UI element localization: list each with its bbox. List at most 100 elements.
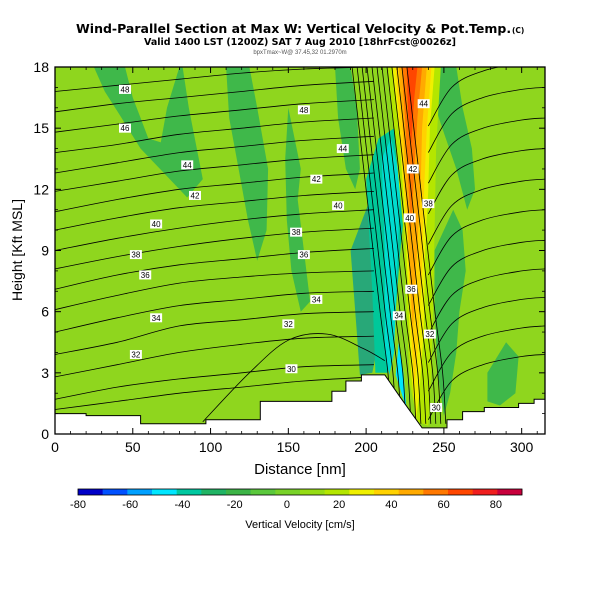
potential-temperature-contours — [55, 67, 545, 424]
colorbar-swatch-10 — [324, 489, 350, 495]
contour-label-bg-22 — [405, 284, 418, 294]
isentrope-west-2 — [55, 335, 374, 378]
colorbar-swatch-17 — [497, 489, 523, 495]
contour-label-0: 48 — [121, 85, 130, 94]
isentrope-west-11 — [55, 154, 374, 192]
contour-label-19: 42 — [408, 165, 417, 174]
contour-label-bg-23 — [392, 311, 405, 321]
contour-label-bg-9 — [297, 105, 310, 115]
contour-label-bg-19 — [406, 164, 419, 174]
contour-label-6: 36 — [141, 271, 150, 280]
contour-label-bg-3 — [189, 190, 201, 200]
downdraft-west — [226, 67, 269, 261]
colorbar-swatch-3 — [152, 489, 177, 495]
x-tick-label-1: 50 — [125, 439, 141, 455]
contour-label-bg-7 — [150, 313, 163, 323]
isentrope-steep-6 — [381, 67, 422, 424]
colorbar-swatch-7 — [250, 489, 276, 495]
isentrope-west-3 — [55, 311, 374, 355]
isentrope-west-5 — [55, 270, 374, 310]
isentrope-west-4 — [55, 290, 374, 333]
isentrope-steep-8 — [391, 67, 432, 424]
contour-label-21: 38 — [424, 200, 433, 209]
x-tick-label-4: 200 — [354, 439, 378, 455]
isentrope-east-6 — [427, 178, 545, 245]
colorbar-tick-label-5: 20 — [333, 499, 345, 511]
contour-label-12: 40 — [334, 202, 343, 211]
isentrope-steep-11 — [406, 67, 447, 424]
contour-label-11: 42 — [312, 175, 321, 184]
isentrope-west-1 — [55, 364, 374, 400]
isentrope-30 — [202, 333, 385, 423]
downdraft-core-bottom — [395, 342, 407, 410]
colorbar-tick-label-2: -40 — [175, 499, 191, 511]
contour-label-bg-20 — [403, 213, 416, 223]
colorbar-swatch-12 — [374, 489, 399, 495]
colorbar-swatch-8 — [275, 489, 301, 495]
contour-labels: 48 46 44 42 40 38 36 34 32 48 44 42 40 38 36 34 32 30 44 42… — [119, 84, 443, 412]
colorbar-swatch-9 — [300, 489, 325, 495]
isentrope-west-0 — [55, 376, 374, 410]
isentrope-west-16 — [55, 67, 374, 92]
contour-label-2: 44 — [183, 161, 192, 170]
colorbar-swatch-5 — [201, 489, 227, 495]
isentrope-east-10 — [427, 67, 501, 127]
y-tick-label-6: 18 — [33, 59, 49, 75]
isentrope-steep-1 — [356, 67, 397, 424]
colorbar-tick-label-4: 0 — [284, 499, 290, 511]
contour-label-bg-0 — [119, 84, 131, 94]
colorbar-swatch-14 — [423, 489, 449, 495]
colorbar: -80 -60 -40 -20 0 20 40 60 80 — [70, 488, 523, 511]
isentrope-steep-5 — [376, 67, 417, 424]
downdraft-center — [285, 107, 311, 312]
isentrope-east-8 — [427, 117, 545, 184]
isentrope-steep-2 — [361, 67, 402, 424]
contour-label-bg-14 — [297, 250, 310, 260]
x-tick-label-5: 250 — [432, 439, 456, 455]
contour-label-24: 32 — [425, 330, 434, 339]
isentrope-west-8 — [55, 209, 374, 251]
contour-label-5: 38 — [131, 251, 140, 260]
contour-label-bg-18 — [417, 99, 430, 109]
y-tick-label-3: 9 — [41, 243, 49, 259]
y-tick-label-4: 12 — [33, 181, 49, 197]
plot-area — [55, 67, 545, 434]
x-axis-label: Distance [nm] — [254, 461, 346, 478]
y-axis-label: Height [Kft MSL] — [9, 199, 25, 301]
isentrope-east-2 — [427, 297, 545, 363]
colorbar-tick-label-6: 40 — [385, 499, 397, 511]
isentrope-west-14 — [55, 99, 374, 133]
colorbar-swatch-11 — [349, 489, 375, 495]
isentrope-east-5 — [427, 209, 545, 276]
contour-label-25: 30 — [432, 403, 441, 412]
isentrope-west-7 — [55, 227, 374, 270]
colorbar-swatch-4 — [176, 489, 202, 495]
contour-label-bg-1 — [119, 123, 131, 133]
contour-label-20: 40 — [405, 214, 414, 223]
chart-title-mark: (C) — [512, 26, 524, 35]
y-tick-label-5: 15 — [33, 120, 49, 136]
x-tick-label-2: 100 — [199, 439, 223, 455]
contour-label-15: 34 — [312, 295, 321, 304]
contour-label-bg-17 — [285, 364, 298, 374]
contour-label-23: 34 — [394, 312, 403, 321]
contour-label-14: 36 — [299, 251, 308, 260]
colorbar-tick-label-1: -60 — [122, 499, 138, 511]
contour-label-bg-5 — [129, 250, 142, 260]
contour-label-10: 44 — [338, 145, 347, 154]
isentrope-west-12 — [55, 135, 374, 174]
colorbar-tick-label-0: -80 — [70, 499, 86, 511]
contour-label-bg-12 — [332, 201, 345, 211]
y-tick-label-2: 6 — [41, 304, 49, 320]
contour-label-bg-11 — [310, 174, 323, 184]
colorbar-frame — [77, 488, 523, 496]
contour-label-bg-16 — [282, 319, 295, 329]
x-axis: 0 50 100 150 200 250 300 — [51, 67, 538, 455]
contour-label-8: 32 — [131, 350, 140, 359]
contour-label-bg-15 — [310, 294, 323, 304]
colorbar-tick-label-3: -20 — [227, 499, 243, 511]
contour-label-7: 34 — [152, 314, 161, 323]
colorbar-swatch-15 — [448, 489, 473, 495]
isentrope-steep-9 — [396, 67, 437, 424]
